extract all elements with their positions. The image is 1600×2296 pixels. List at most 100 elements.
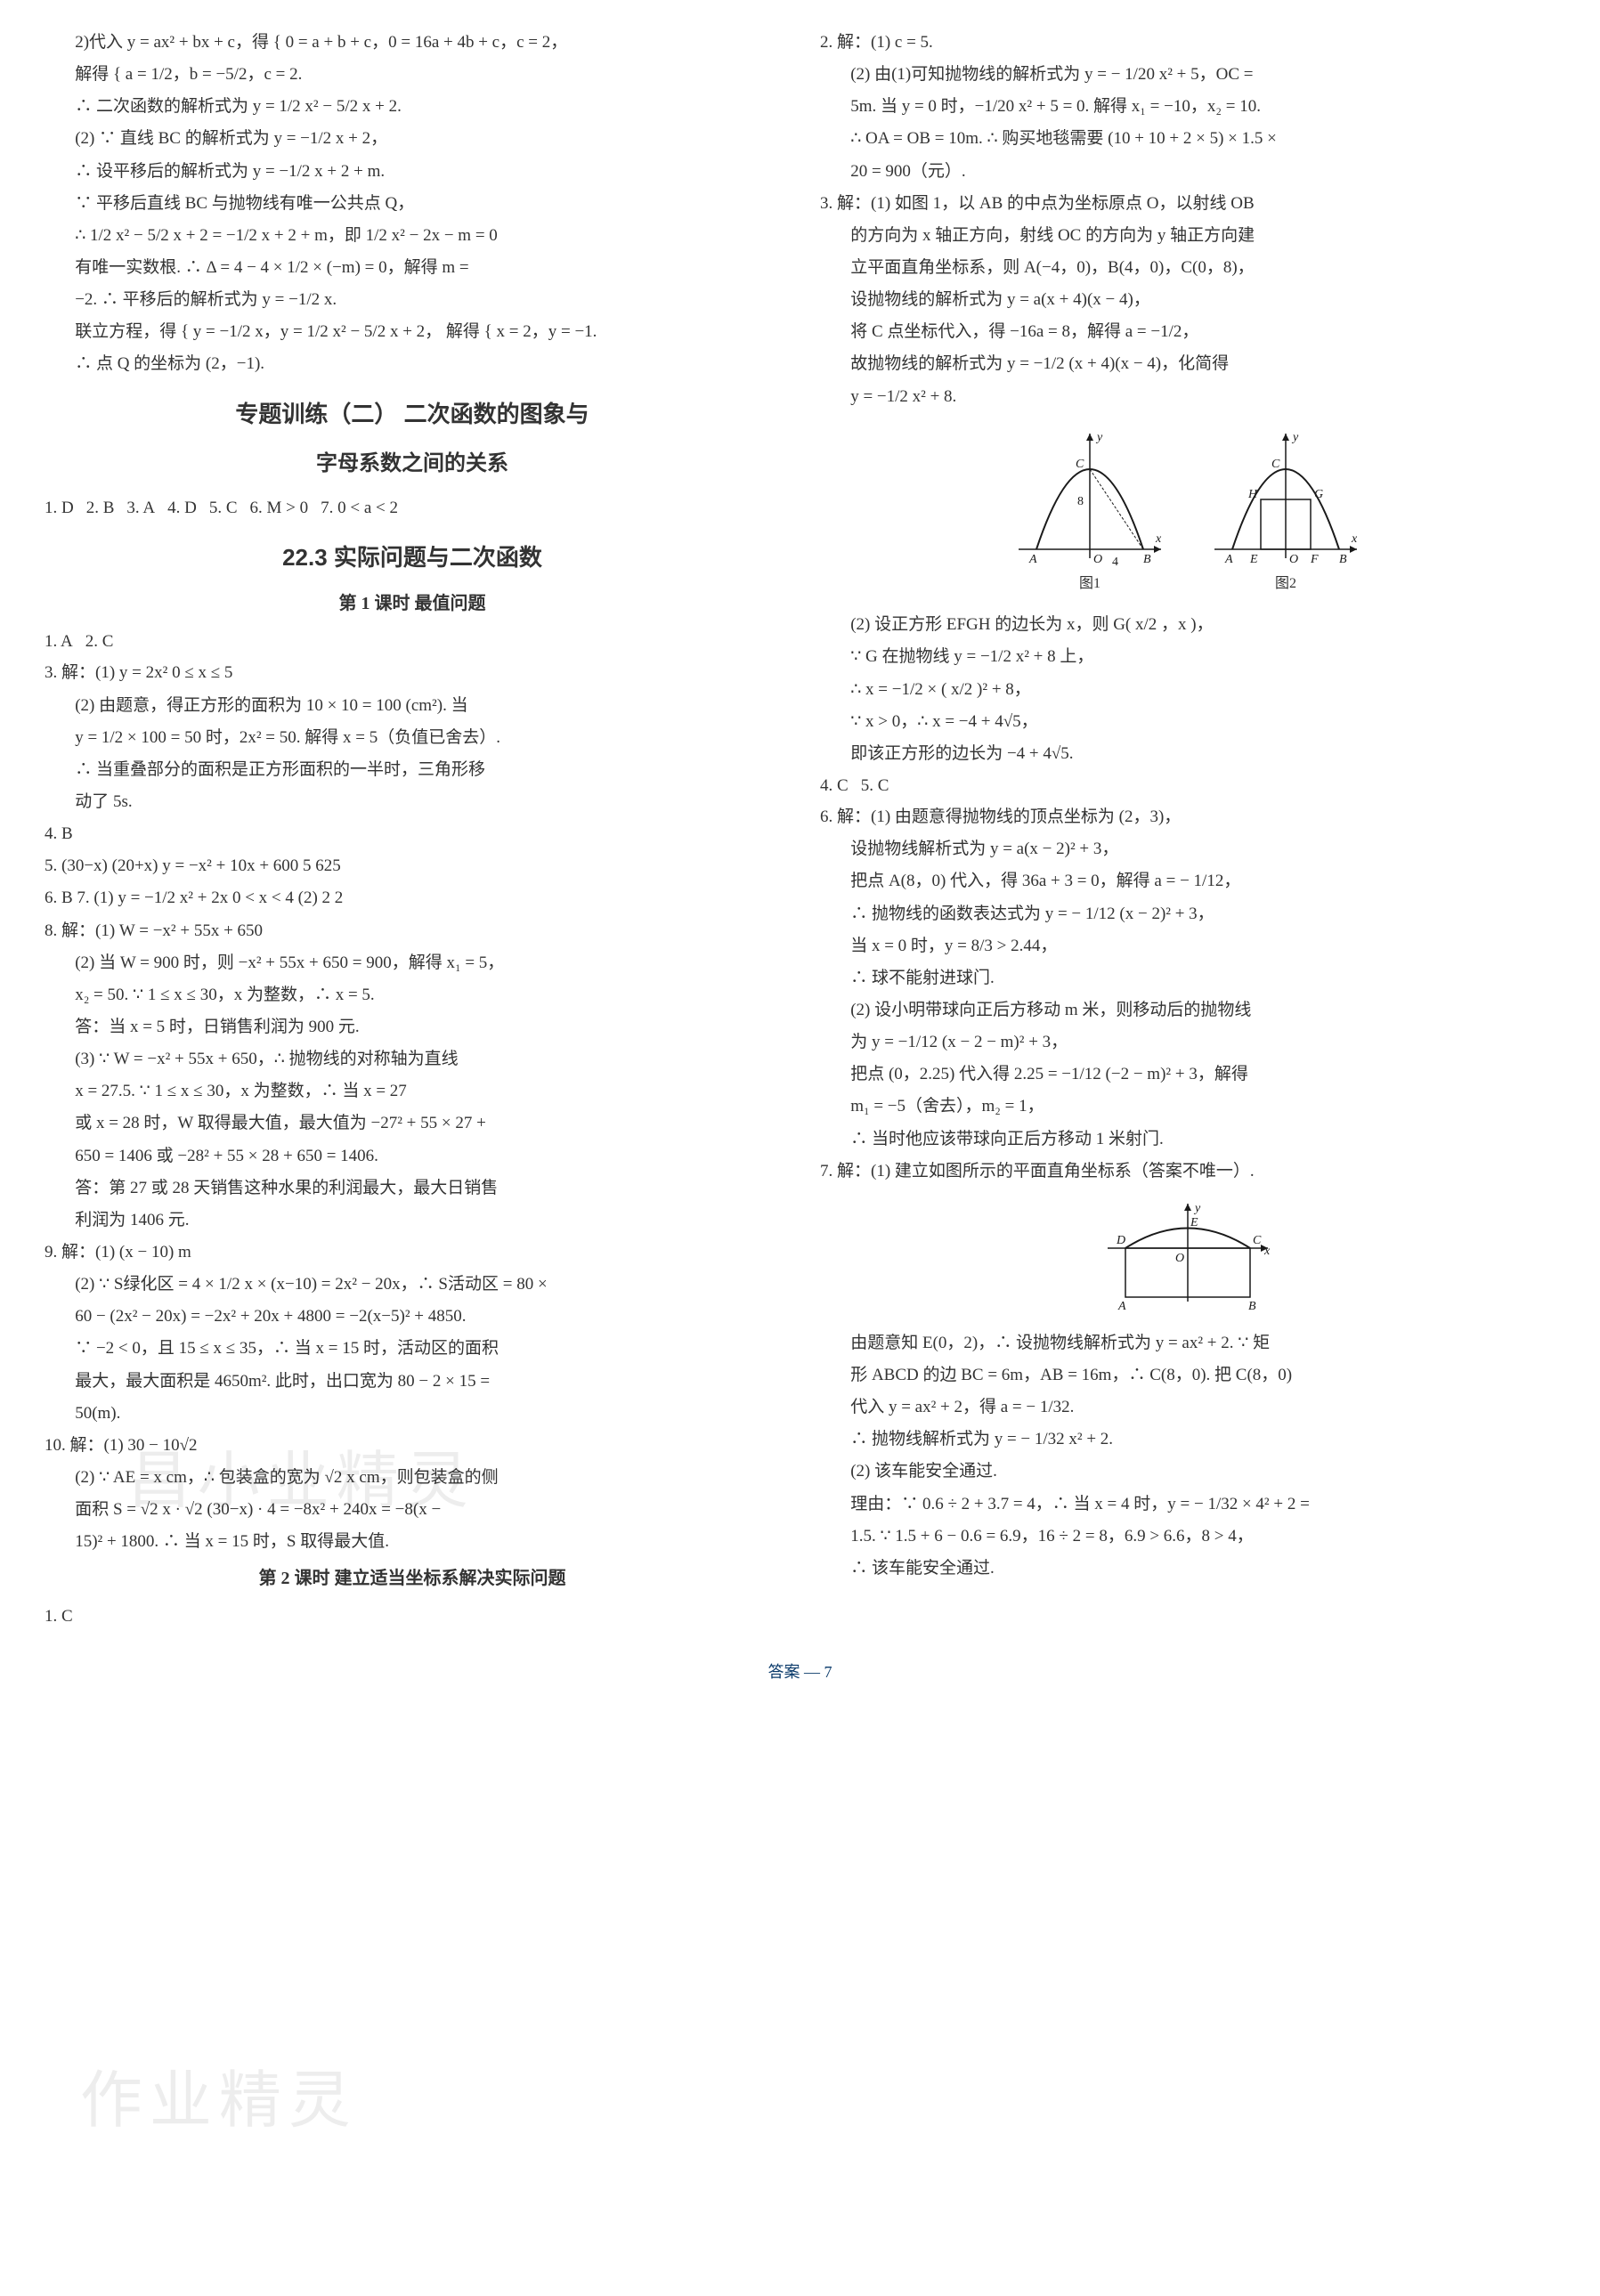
text-line: 形 ABCD 的边 BC = 6m，AB = 16m，∴ C(8，0). 把 C…: [820, 1359, 1555, 1391]
text-line: 6. 解：(1) 由题意得抛物线的顶点坐标为 (2，3)，: [820, 801, 1555, 832]
text-line: 的方向为 x 轴正方向，射线 OC 的方向为 y 轴正方向建: [820, 220, 1555, 251]
page-container: 2)代入 y = ax² + bx + c，得 { 0 = a + b + c，…: [45, 27, 1555, 1633]
text-line: y = 1/2 × 100 = 50 时，2x² = 50. 解得 x = 5（…: [45, 722, 780, 753]
text-line: 50(m).: [45, 1398, 780, 1429]
fig-label-y: y: [1291, 431, 1299, 444]
text-line: ∴ 当重叠部分的面积是正方形面积的一半时，三角形移: [45, 754, 780, 785]
text-line: 把点 A(8，0) 代入，得 36a + 3 = 0，解得 a = − 1/12…: [820, 865, 1555, 896]
text-line: (2) 由(1)可知抛物线的解析式为 y = − 1/20 x² + 5，OC …: [820, 59, 1555, 90]
left-column: 2)代入 y = ax² + bx + c，得 { 0 = a + b + c，…: [45, 27, 780, 1633]
figure-caption: 图2: [1206, 571, 1366, 597]
fig-label-A: A: [1224, 553, 1233, 566]
text-line: ∵ −2 < 0，且 15 ≤ x ≤ 35，∴ 当 x = 15 时，活动区的…: [45, 1333, 780, 1364]
fig-label-8: 8: [1077, 495, 1084, 508]
text-line: (2) 由题意，得正方形的面积为 10 × 10 = 100 (cm²). 当: [45, 690, 780, 721]
text-line: 1.5. ∵ 1.5 + 6 − 0.6 = 6.9，16 ÷ 2 = 8，6.…: [820, 1521, 1555, 1552]
answer-row: 4. C 5. C: [820, 770, 1555, 801]
text-line: (2) 设小明带球向正后方移动 m 米，则移动后的抛物线: [820, 994, 1555, 1026]
fig-label-y: y: [1193, 1202, 1201, 1215]
text-line: 把点 (0，2.25) 代入得 2.25 = −1/12 (−2 − m)² +…: [820, 1059, 1555, 1090]
text-line: 联立方程，得 { y = −1/2 x，y = 1/2 x² − 5/2 x +…: [45, 316, 780, 347]
text-line: x₂ = 50. ∵ 1 ≤ x ≤ 30，x 为整数，∴ x = 5.: [45, 979, 780, 1010]
text-line: 答：第 27 或 28 天销售这种水果的利润最大，最大日销售: [45, 1172, 780, 1204]
fig-label-E: E: [1190, 1216, 1198, 1229]
answer-item: 6. M > 0: [250, 492, 309, 523]
text-line: ∵ G 在抛物线 y = −1/2 x² + 8 上，: [820, 641, 1555, 672]
answer-item: 7. 0 < a < 2: [321, 492, 398, 523]
fig-label-C: C: [1076, 458, 1084, 471]
text-line: 立平面直角坐标系，则 A(−4，0)，B(4，0)，C(0，8)，: [820, 252, 1555, 283]
text-line: 答：当 x = 5 时，日销售利润为 900 元.: [45, 1011, 780, 1043]
text-line: ∴ 二次函数的解析式为 y = 1/2 x² − 5/2 x + 2.: [45, 91, 780, 122]
text-line: 20 = 900（元）.: [820, 156, 1555, 187]
fig-label-H: H: [1247, 488, 1258, 501]
text-line: 设抛物线的解析式为 y = a(x + 4)(x − 4)，: [820, 284, 1555, 315]
text-line: 2)代入 y = ax² + bx + c，得 { 0 = a + b + c，…: [45, 27, 780, 58]
text-line: ∵ 平移后直线 BC 与抛物线有唯一公共点 Q，: [45, 188, 780, 219]
figure-2: A E O F B H G C y x 图2: [1206, 425, 1366, 597]
fig-label-A: A: [1028, 553, 1037, 566]
section-heading: 专题训练（二） 二次函数的图象与: [45, 393, 780, 435]
text-line: 理由：∵ 0.6 ÷ 2 + 3.7 = 4，∴ 当 x = 4 时，y = −…: [820, 1489, 1555, 1520]
fig-label-E: E: [1249, 553, 1258, 566]
text-line: 1. C: [45, 1601, 780, 1632]
section-heading: 22.3 实际问题与二次函数: [45, 536, 780, 579]
parabola-diagram-icon: A O B C y x 8 4: [1010, 425, 1170, 567]
text-line: 6. B 7. (1) y = −1/2 x² + 2x 0 < x < 4 (…: [45, 882, 780, 913]
fig-label-O: O: [1289, 553, 1298, 566]
answer-item: 3. A: [126, 492, 155, 523]
text-line: 60 − (2x² − 20x) = −2x² + 20x + 4800 = −…: [45, 1301, 780, 1332]
text-line: 2. 解：(1) c = 5.: [820, 27, 1555, 58]
text-line: (2) ∵ S绿化区 = 4 × 1/2 x × (x−10) = 2x² − …: [45, 1269, 780, 1300]
text-line: 9. 解：(1) (x − 10) m: [45, 1237, 780, 1268]
text-line: ∴ 设平移后的解析式为 y = −1/2 x + 2 + m.: [45, 156, 780, 187]
text-line: (3) ∵ W = −x² + 55x + 650，∴ 抛物线的对称轴为直线: [45, 1043, 780, 1075]
text-line: 650 = 1406 或 −28² + 55 × 28 + 650 = 1406…: [45, 1140, 780, 1172]
answer-item: 1. A: [45, 626, 73, 657]
answer-item: 5. C: [861, 770, 889, 801]
text-line: ∴ 抛物线的函数表达式为 y = − 1/12 (x − 2)² + 3，: [820, 898, 1555, 929]
text-line: 7. 解：(1) 建立如图所示的平面直角坐标系（答案不唯一）.: [820, 1156, 1555, 1187]
fig-label-F: F: [1310, 553, 1319, 566]
answer-item: 2. C: [85, 626, 114, 657]
text-line: ∴ 抛物线解析式为 y = − 1/32 x² + 2.: [820, 1424, 1555, 1455]
text-line: 8. 解：(1) W = −x² + 55x + 650: [45, 915, 780, 946]
text-line: 3. 解：(1) y = 2x² 0 ≤ x ≤ 5: [45, 657, 780, 688]
text-line: 最大，最大面积是 4650m². 此时，出口宽为 80 − 2 × 15 =: [45, 1366, 780, 1397]
text-line: ∴ 当时他应该带球向正后方移动 1 米射门.: [820, 1124, 1555, 1155]
text-line: m₁ = −5（舍去），m₂ = 1，: [820, 1091, 1555, 1122]
text-line: 当 x = 0 时，y = 8/3 > 2.44，: [820, 930, 1555, 961]
answer-item: 5. C: [209, 492, 238, 523]
text-line: 有唯一实数根. ∴ Δ = 4 − 4 × 1/2 × (−m) = 0，解得 …: [45, 252, 780, 283]
fig-label-x: x: [1263, 1245, 1271, 1258]
text-line: (2) ∵ 直线 BC 的解析式为 y = −1/2 x + 2，: [45, 123, 780, 154]
text-line: ∴ 该车能安全通过.: [820, 1553, 1555, 1584]
text-line: (2) ∵ AE = x cm，∴ 包装盒的宽为 √2 x cm，则包装盒的侧: [45, 1462, 780, 1493]
fig-label-A: A: [1117, 1300, 1126, 1313]
text-line: 4. B: [45, 818, 780, 849]
figure-caption: 图1: [1010, 571, 1170, 597]
text-line: ∴ OA = OB = 10m. ∴ 购买地毯需要 (10 + 10 + 2 ×…: [820, 123, 1555, 154]
page-footer: 答案 — 7: [45, 1658, 1555, 1687]
text-line: ∴ x = −1/2 × ( x/2 )² + 8，: [820, 674, 1555, 705]
section-heading: 字母系数之间的关系: [45, 444, 780, 483]
text-line: (2) 当 W = 900 时，则 −x² + 55x + 650 = 900，…: [45, 947, 780, 978]
answer-row: 1. D 2. B 3. A 4. D 5. C 6. M > 0 7. 0 <…: [45, 492, 780, 523]
text-line: ∴ 1/2 x² − 5/2 x + 2 = −1/2 x + 2 + m，即 …: [45, 220, 780, 251]
text-line: (2) 设正方形 EFGH 的边长为 x，则 G( x/2 ，x )，: [820, 609, 1555, 640]
fig-label-B: B: [1248, 1300, 1256, 1313]
text-line: ∴ 球不能射进球门.: [820, 962, 1555, 994]
text-line: 15)² + 1800. ∴ 当 x = 15 时，S 取得最大值.: [45, 1526, 780, 1557]
text-line: 动了 5s.: [45, 786, 780, 817]
fig-label-y: y: [1095, 431, 1103, 444]
answer-item: 4. D: [167, 492, 197, 523]
text-line: 面积 S = √2 x · √2 (30−x) · 4 = −8x² + 240…: [45, 1494, 780, 1525]
text-line: ∵ x > 0，∴ x = −4 + 4√5，: [820, 706, 1555, 737]
parabola-square-diagram-icon: A E O F B H G C y x: [1206, 425, 1366, 567]
text-line: 或 x = 28 时，W 取得最大值，最大值为 −27² + 55 × 27 +: [45, 1107, 780, 1139]
lesson-title: 第 1 课时 最值问题: [45, 588, 780, 621]
text-line: 利润为 1406 元.: [45, 1205, 780, 1236]
fig-label-C: C: [1253, 1234, 1262, 1247]
lesson-title: 第 2 课时 建立适当坐标系解决实际问题: [45, 1562, 780, 1595]
fig-label-C: C: [1271, 458, 1280, 471]
